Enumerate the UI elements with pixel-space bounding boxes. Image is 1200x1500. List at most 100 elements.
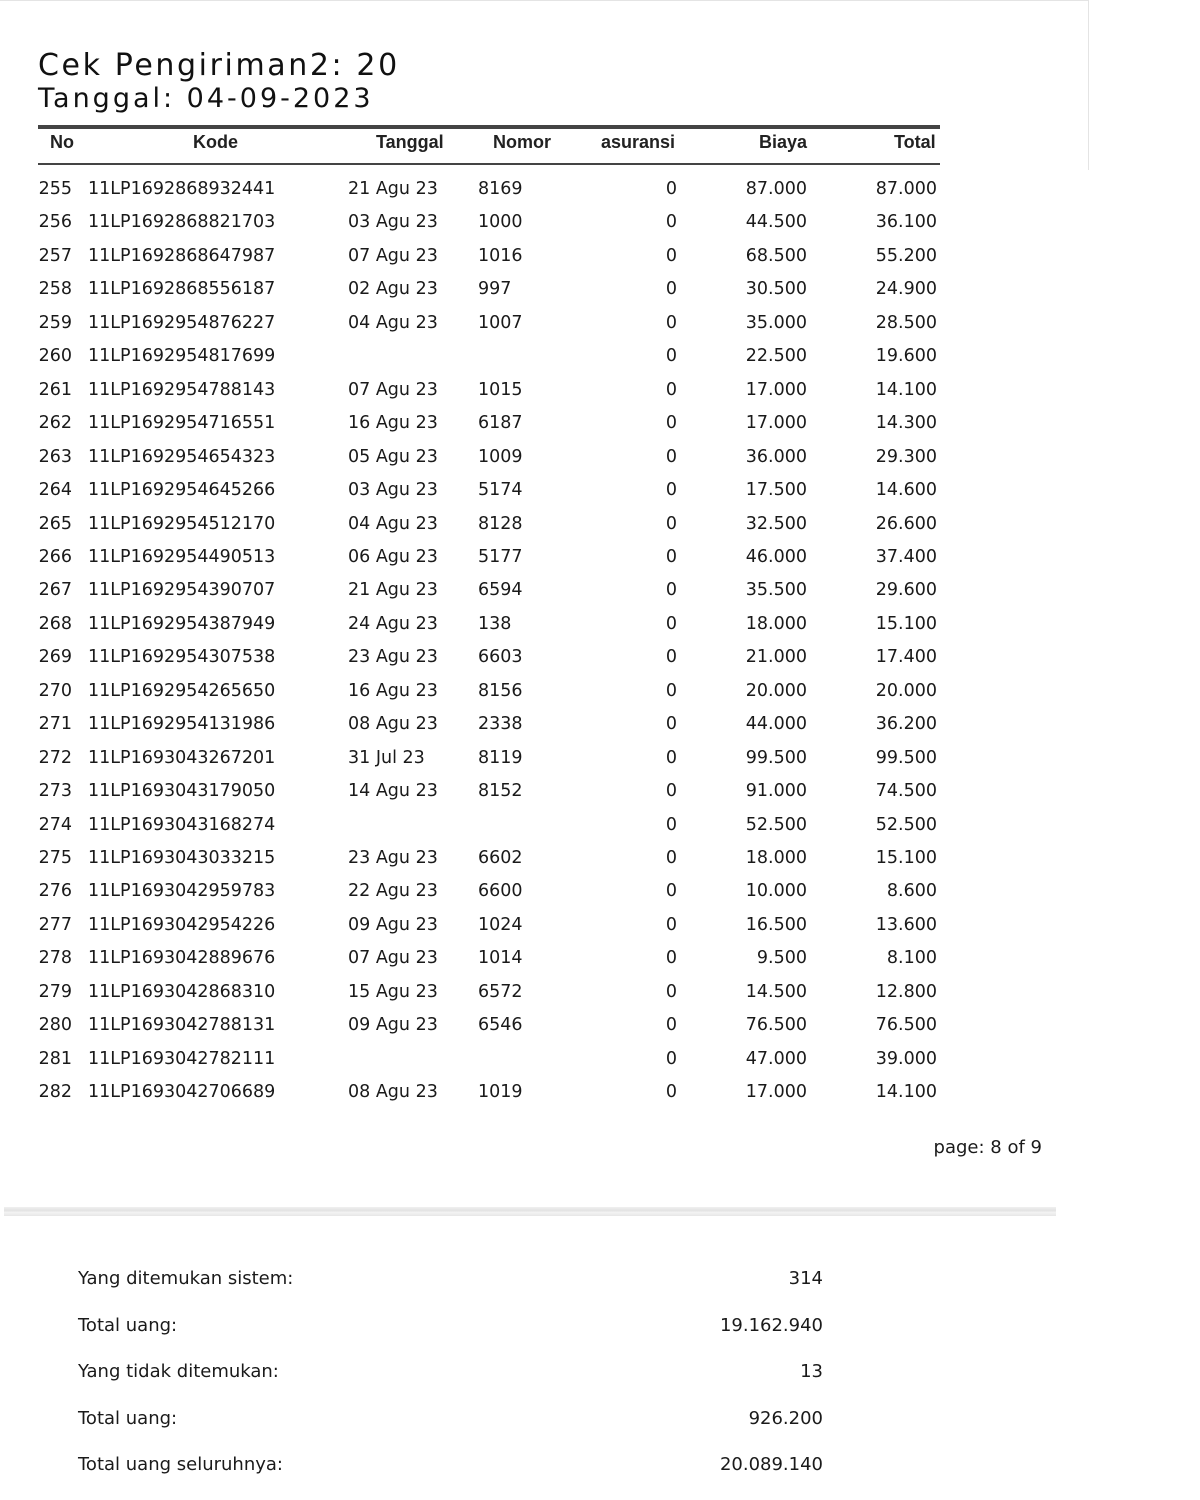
cell-biaya: 16.500	[745, 914, 807, 935]
cell-tanggal: 08 Agu 23	[348, 1082, 438, 1103]
cell-biaya: 30.500	[745, 279, 807, 300]
cell-total: 28.500	[875, 312, 937, 333]
cell-biaya: 20.000	[745, 680, 807, 701]
cell-asuransi: 0	[665, 747, 677, 768]
cell-biaya: 68.500	[745, 245, 807, 266]
table-row: 276 11LP1693042959783 22 Agu 23 6600 0 10.000…	[0, 881, 1000, 914]
cell-tanggal: 04 Agu 23	[348, 312, 438, 333]
table-row: 262 11LP1692954716551 16 Agu 23 6187 0 17.000…	[0, 413, 1000, 446]
table-row: 261 11LP1692954788143 07 Agu 23 1015 0 17.000…	[0, 380, 1000, 413]
table-row: 277 11LP1693042954226 09 Agu 23 1024 0 16.500…	[0, 915, 1000, 948]
cell-asuransi: 0	[665, 413, 677, 434]
cell-nomor: 8152	[478, 781, 523, 802]
cell-nomor: 997	[478, 279, 512, 300]
table-row: 281 11LP1693042782111 0 47.000 39.000	[0, 1049, 1000, 1082]
cell-tanggal: 15 Agu 23	[348, 981, 438, 1002]
page-separator	[4, 1207, 1056, 1216]
cell-biaya: 17.000	[745, 1082, 807, 1103]
cell-nomor: 6187	[478, 413, 523, 434]
cell-nomor: 138	[478, 613, 512, 634]
cell-total: 14.300	[875, 413, 937, 434]
cell-tanggal: 31 Jul 23	[348, 747, 425, 768]
table-row: 256 11LP1692868821703 03 Agu 23 1000 0 44.500…	[0, 212, 1000, 245]
column-header-nomor: Nomor	[493, 132, 551, 152]
cell-kode: 11LP1693043168274	[88, 814, 276, 835]
cell-asuransi: 0	[665, 179, 677, 199]
summary-value: 13	[800, 1361, 823, 1382]
column-header-total: Total	[894, 132, 936, 152]
cell-kode: 11LP1693043267201	[88, 747, 276, 768]
cell-asuransi: 0	[665, 981, 677, 1002]
table-row: 271 11LP1692954131986 08 Agu 23 2338 0 44.000…	[0, 714, 1000, 747]
cell-kode: 11LP1692954131986	[88, 714, 276, 735]
summary-label: Total uang seluruhnya:	[78, 1454, 283, 1475]
cell-asuransi: 0	[665, 781, 677, 802]
cell-asuransi: 0	[665, 647, 677, 668]
summary-label: Yang tidak ditemukan:	[78, 1361, 279, 1382]
table-row: 280 11LP1693042788131 09 Agu 23 6546 0 76.500…	[0, 1015, 1000, 1048]
cell-nomor: 1019	[478, 1082, 523, 1103]
cell-no: 276	[38, 881, 72, 902]
cell-asuransi: 0	[665, 714, 677, 735]
cell-biaya: 32.500	[745, 513, 807, 534]
cell-no: 260	[38, 346, 72, 367]
cell-no: 270	[38, 680, 72, 701]
cell-kode: 11LP1692954490513	[88, 546, 276, 567]
cell-total: 36.200	[875, 714, 937, 735]
cell-asuransi: 0	[665, 245, 677, 266]
cell-tanggal: 05 Agu 23	[348, 446, 438, 467]
cell-nomor: 2338	[478, 714, 523, 735]
cell-tanggal: 23 Agu 23	[348, 647, 438, 668]
column-header-asuransi: asuransi	[601, 132, 676, 152]
cell-biaya: 22.500	[745, 346, 807, 367]
table-header-rule	[38, 163, 940, 165]
cell-no: 267	[38, 580, 72, 601]
summary-row: Yang tidak ditemukan: 13	[78, 1361, 823, 1382]
cell-asuransi: 0	[665, 1015, 677, 1036]
cell-kode: 11LP1692954817699	[88, 346, 276, 367]
cell-kode: 11LP1692954645266	[88, 480, 276, 501]
cell-kode: 11LP1693042889676	[88, 948, 276, 969]
cell-nomor: 5177	[478, 546, 523, 567]
cell-total: 15.100	[875, 848, 937, 868]
report-date: Tanggal: 04-09-2023	[38, 83, 374, 114]
summary-value: 314	[788, 1268, 823, 1289]
cell-biaya: 87.000	[745, 179, 807, 199]
cell-kode: 11LP1692954390707	[88, 580, 276, 601]
table-row: 259 11LP1692954876227 04 Agu 23 1007 0 35.000…	[0, 313, 1000, 346]
cell-biaya: 91.000	[745, 781, 807, 802]
cell-tanggal: 23 Agu 23	[348, 848, 438, 868]
cell-biaya: 35.000	[745, 312, 807, 333]
cell-asuransi: 0	[665, 513, 677, 534]
cell-asuransi: 0	[665, 446, 677, 467]
cell-kode: 11LP1692868932441	[88, 179, 276, 199]
cell-kode: 11LP1693042954226	[88, 914, 276, 935]
cell-kode: 11LP1693042868310	[88, 981, 276, 1002]
cell-total: 13.600	[875, 914, 937, 935]
cell-total: 39.000	[875, 1048, 937, 1069]
cell-no: 281	[38, 1048, 72, 1069]
cell-asuransi: 0	[665, 379, 677, 400]
cell-tanggal: 14 Agu 23	[348, 781, 438, 802]
cell-asuransi: 0	[665, 848, 677, 868]
cell-nomor: 6603	[478, 647, 523, 668]
cell-no: 256	[38, 212, 72, 233]
cell-kode: 11LP1692954876227	[88, 312, 276, 333]
cell-asuransi: 0	[665, 212, 677, 233]
cell-biaya: 35.500	[745, 580, 807, 601]
cell-asuransi: 0	[665, 613, 677, 634]
cell-no: 275	[38, 848, 72, 868]
cell-total: 87.000	[875, 179, 937, 199]
cell-kode: 11LP1693043033215	[88, 848, 276, 868]
cell-asuransi: 0	[665, 580, 677, 601]
cell-nomor: 5174	[478, 480, 523, 501]
cell-total: 14.100	[875, 379, 937, 400]
table-row: 266 11LP1692954490513 06 Agu 23 5177 0 46.000…	[0, 547, 1000, 580]
cell-no: 261	[38, 379, 72, 400]
cell-no: 277	[38, 914, 72, 935]
cell-kode: 11LP1693042788131	[88, 1015, 276, 1036]
summary-value: 19.162.940	[719, 1314, 823, 1336]
cell-nomor: 1000	[478, 212, 523, 233]
cell-total: 15.100	[875, 613, 937, 634]
cell-asuransi: 0	[665, 546, 677, 567]
